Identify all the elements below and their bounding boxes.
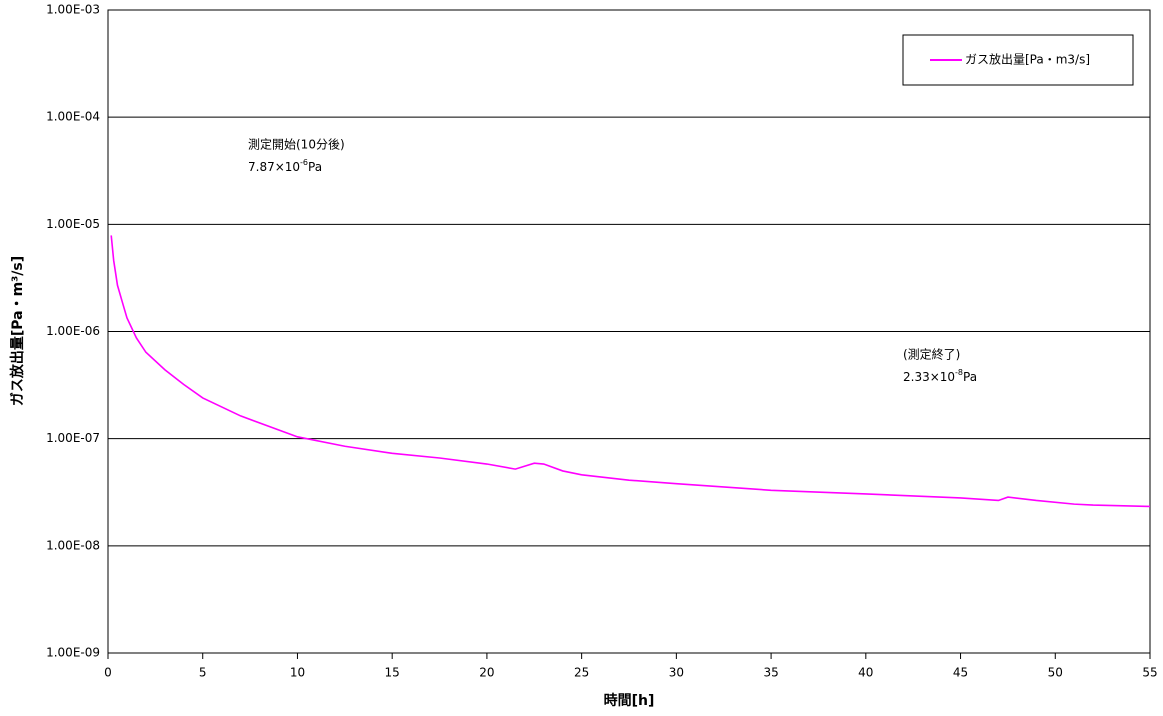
x-tick-label: 15 bbox=[385, 666, 400, 680]
x-tick-label: 35 bbox=[763, 666, 778, 680]
annotation-title: (測定終了) bbox=[903, 347, 960, 362]
y-tick-label: 1.00E-07 bbox=[46, 431, 100, 445]
x-tick-label: 40 bbox=[858, 666, 873, 680]
x-tick-label: 10 bbox=[290, 666, 305, 680]
annotation-exponent: -8 bbox=[955, 368, 963, 377]
y-tick-label: 1.00E-04 bbox=[46, 110, 100, 124]
x-tick-label: 45 bbox=[953, 666, 968, 680]
annotation-text: 7.87×10-6Pa bbox=[248, 158, 322, 174]
annotation-title: 測定開始(10分後) bbox=[248, 137, 345, 152]
x-tick-label: 30 bbox=[669, 666, 684, 680]
x-tick-label: 55 bbox=[1142, 666, 1157, 680]
x-axis-label: 時間[h] bbox=[604, 692, 655, 709]
annotation-value: 7.87×10 bbox=[248, 160, 300, 174]
line bbox=[110, 235, 1151, 508]
annotation-exponent: -6 bbox=[300, 158, 308, 167]
annotation-text: 2.33×10-8Pa bbox=[903, 368, 977, 384]
x-tick-label: 25 bbox=[574, 666, 589, 680]
annotation-value: 2.33×10 bbox=[903, 370, 955, 384]
y-tick-label: 1.00E-03 bbox=[46, 3, 100, 17]
x-tick-label: 50 bbox=[1048, 666, 1063, 680]
y-tick-label: 1.00E-09 bbox=[46, 646, 100, 660]
annotation-unit: Pa bbox=[308, 160, 322, 174]
annotation-unit: Pa bbox=[963, 370, 977, 384]
y-tick-label: 1.00E-05 bbox=[46, 217, 100, 231]
x-tick-label: 0 bbox=[104, 666, 112, 680]
y-axis-label: ガス放出量[Pa・m³/s] bbox=[9, 256, 26, 406]
legend-label: ガス放出量[Pa・m3/s] bbox=[965, 52, 1090, 67]
y-tick-label: 1.00E-06 bbox=[46, 324, 100, 338]
x-tick-label: 5 bbox=[199, 666, 207, 680]
x-tick-label: 20 bbox=[479, 666, 494, 680]
y-tick-label: 1.00E-08 bbox=[46, 538, 100, 552]
